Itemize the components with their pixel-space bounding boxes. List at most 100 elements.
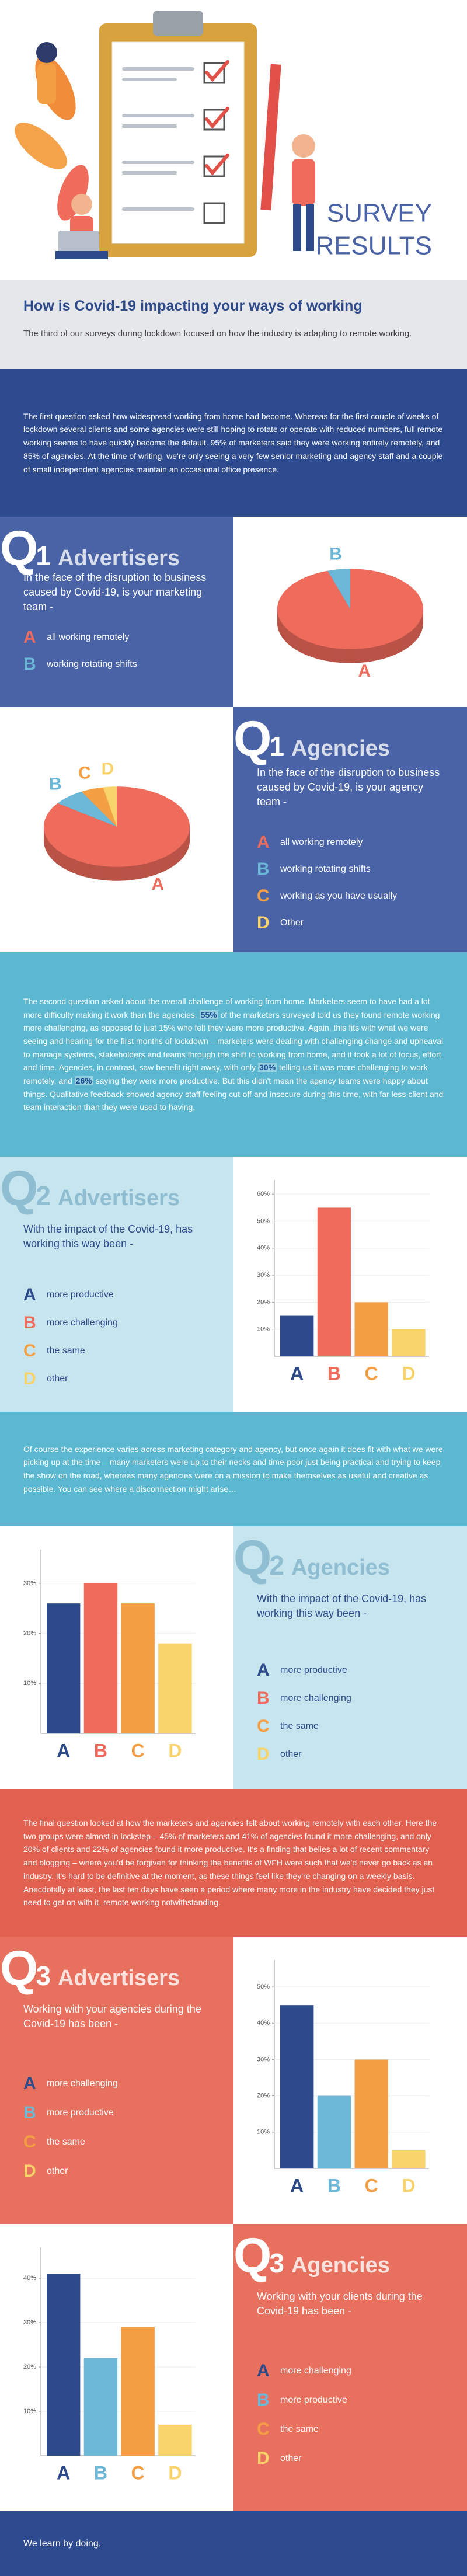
- pie-label: D: [101, 759, 114, 778]
- legend-letter: A: [257, 1661, 270, 1680]
- legend-label: the same: [280, 2424, 319, 2434]
- pie-slice: [57, 791, 117, 827]
- x-tick-label: C: [131, 1740, 145, 1761]
- check: [205, 154, 229, 176]
- x-tick-label: D: [402, 2175, 415, 2196]
- paragraph: The final question looked at how the mar…: [23, 1816, 444, 1909]
- bar: [354, 2059, 388, 2168]
- y-tick-label: 20%: [257, 1299, 270, 1306]
- question-number: 2: [269, 1550, 284, 1581]
- footer-text: We learn by doing.: [23, 2538, 102, 2549]
- clip: [153, 11, 203, 36]
- bar: [317, 2095, 351, 2168]
- leg: [293, 204, 301, 251]
- y-tick-label: 10%: [257, 1326, 270, 1333]
- intro-title: How is Covid-19 impacting your ways of w…: [23, 298, 363, 314]
- question-number: 3: [36, 1961, 51, 1991]
- bar: [317, 1207, 351, 1356]
- checkbox: [203, 155, 225, 177]
- legend-letter: A: [257, 833, 270, 852]
- text: of the marketers surveyed told us they f…: [23, 1009, 444, 1073]
- y-tick-label: 50%: [257, 1217, 270, 1224]
- pencil: [260, 64, 281, 211]
- chart: 10% 20% 30% 40% 50% 60% A B C D: [257, 1180, 429, 1384]
- x-tick-label: B: [94, 1740, 107, 1761]
- head: [71, 194, 92, 215]
- legend-item: D Other: [257, 913, 455, 933]
- laptop: [58, 231, 99, 254]
- bar: [83, 2358, 118, 2456]
- head: [292, 134, 315, 158]
- text: The first question asked how widespread …: [23, 411, 443, 474]
- legend-letter: C: [257, 2420, 270, 2439]
- paragraph-section: The final question looked at how the mar…: [0, 1789, 467, 1937]
- question-panel: Q3 Agencies Working with your clients duri…: [234, 2224, 467, 2511]
- pie-slice: [43, 786, 190, 867]
- question-group: Advertisers: [57, 1966, 180, 1990]
- text: The second question asked about the over…: [23, 996, 430, 1019]
- text: Of course the experience varies across m…: [23, 1444, 443, 1494]
- question-heading: Q3 Advertisers: [0, 1940, 180, 1997]
- legend-label: more challenging: [47, 2079, 118, 2088]
- question-text: In the face of the disruption to busines…: [257, 767, 440, 808]
- leaf: [57, 165, 89, 221]
- legend-letter: B: [257, 2390, 270, 2410]
- bar: [280, 2005, 314, 2168]
- highlight: 30%: [258, 1063, 277, 1073]
- paragraph-section: The second question asked about the over…: [0, 952, 467, 1157]
- bar: [392, 1329, 426, 1356]
- legend-letter: B: [23, 2103, 36, 2122]
- question-q: Q: [0, 521, 38, 576]
- question-group: Advertisers: [57, 546, 180, 570]
- x-tick-label: B: [327, 2175, 341, 2196]
- legend-label: the same: [47, 2137, 85, 2147]
- legend-letter: B: [23, 1313, 36, 1332]
- legend-letter: D: [257, 2449, 270, 2468]
- chart: 10% 20% 30% A B C D: [23, 1550, 196, 1761]
- bar: [121, 2327, 155, 2456]
- x-tick-label: C: [365, 1363, 378, 1384]
- x-tick-label: D: [402, 1363, 415, 1384]
- header-title: RESULTS: [315, 232, 432, 260]
- x-tick-label: A: [57, 1740, 70, 1761]
- chart: 10% 20% 30% 40% 50% A B C D: [257, 1960, 429, 2196]
- legend-label: more challenging: [47, 1318, 118, 1328]
- question-panel: Q2 Advertisers With the impact of the Covi…: [0, 1157, 234, 1412]
- leg: [306, 204, 314, 251]
- checklist: [122, 60, 229, 224]
- legend-letter: D: [23, 2161, 36, 2181]
- y-tick-label: 20%: [257, 2093, 270, 2100]
- pie-slice: [81, 787, 117, 827]
- question-heading: Q3 Agencies: [234, 2227, 390, 2284]
- y-tick-label: 40%: [257, 1245, 270, 1252]
- legend-label: working rotating shifts: [280, 864, 371, 874]
- question-panel: Q2 Agencies With the impact of the Covid-1…: [234, 1526, 467, 1789]
- check: [205, 60, 229, 82]
- question-number: 2: [36, 1181, 51, 1211]
- y-tick-label: 20%: [23, 2363, 36, 2370]
- x-tick-label: A: [57, 2462, 70, 2483]
- question-text: In the face of the disruption to busines…: [23, 572, 207, 613]
- y-tick-label: 10%: [257, 2129, 270, 2136]
- pie-label: B: [49, 774, 62, 793]
- legend-label: the same: [280, 1721, 319, 1731]
- chart: AB: [277, 545, 423, 681]
- legend-label: Other: [280, 918, 304, 928]
- pie-slice: [103, 786, 117, 827]
- bar: [47, 2274, 81, 2456]
- legend-letter: C: [23, 1341, 36, 1360]
- text: telling us it was more challenging to wo…: [23, 1063, 428, 1085]
- y-tick-label: 40%: [23, 2275, 36, 2282]
